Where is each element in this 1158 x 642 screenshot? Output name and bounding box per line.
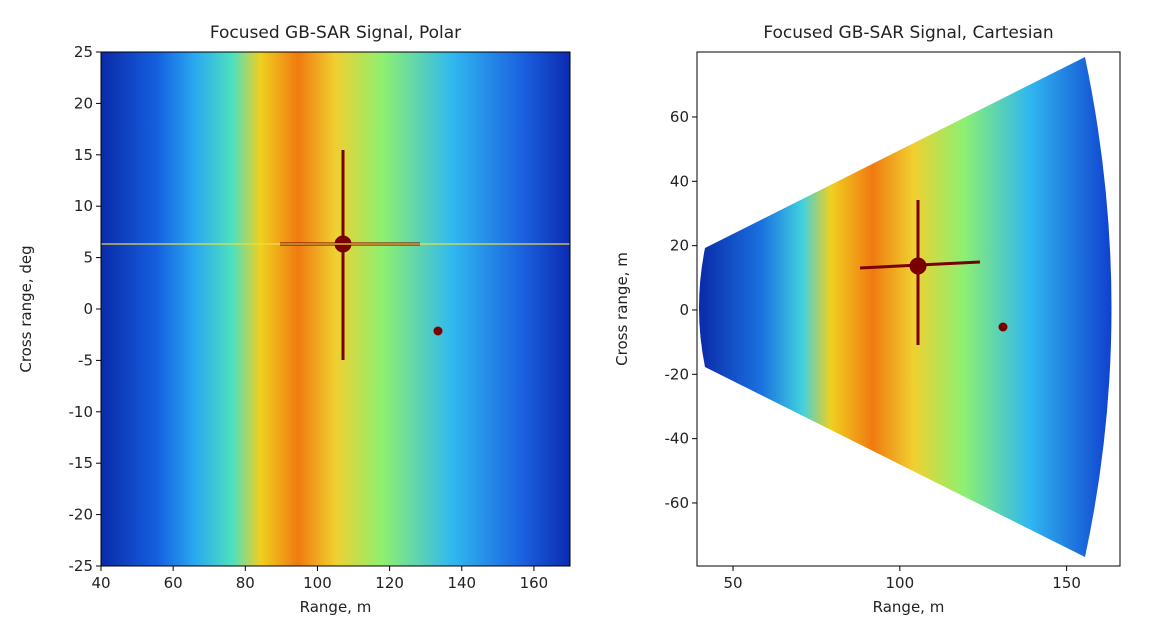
y-tick-label: 25 <box>74 43 93 61</box>
y-tick-label: 0 <box>679 301 689 319</box>
x-tick-label: 40 <box>91 574 110 592</box>
x-tick-label: 120 <box>375 574 404 592</box>
y-tick-label: 20 <box>74 94 93 112</box>
x-tick-label: 140 <box>447 574 476 592</box>
y-tick-label: 15 <box>74 146 93 164</box>
y-tick-label: -20 <box>665 365 690 383</box>
polar-targets <box>101 150 570 360</box>
y-tick-label: 5 <box>83 249 93 267</box>
y-tick-label: 0 <box>83 300 93 318</box>
y-tick-label: -25 <box>69 557 94 575</box>
x-tick-label: 50 <box>723 574 742 592</box>
y-tick-label: 20 <box>670 237 689 255</box>
y-tick-label: -20 <box>69 506 94 524</box>
x-tick-label: 80 <box>236 574 255 592</box>
x-tick-label: 100 <box>886 574 915 592</box>
chart-title: Focused GB-SAR Signal, Polar <box>210 23 461 43</box>
y-tick-label: -10 <box>69 403 94 421</box>
cartesian-image <box>699 57 1112 557</box>
y-tick-label: 40 <box>670 172 689 190</box>
cartesian-targets <box>859 200 1008 345</box>
polar-image <box>101 52 570 566</box>
chart-title: Focused GB-SAR Signal, Cartesian <box>763 23 1053 43</box>
x-axis-label: Range, m <box>300 598 372 616</box>
y-axis-label: Cross range, deg <box>17 245 35 372</box>
x-tick-label: 60 <box>164 574 183 592</box>
x-axis-label: Range, m <box>873 598 945 616</box>
y-tick-label: 10 <box>74 197 93 215</box>
y-tick-label: -15 <box>69 454 94 472</box>
axes-frame <box>696 51 1121 567</box>
y-tick-label: -60 <box>665 494 690 512</box>
y-axis-label: Cross range, m <box>613 252 631 366</box>
y-tick-label: 60 <box>670 108 689 126</box>
x-tick-label: 100 <box>303 574 332 592</box>
x-tick-label: 160 <box>520 574 549 592</box>
y-tick-label: -5 <box>78 351 93 369</box>
x-tick-label: 150 <box>1052 574 1081 592</box>
y-tick-label: -40 <box>665 430 690 448</box>
